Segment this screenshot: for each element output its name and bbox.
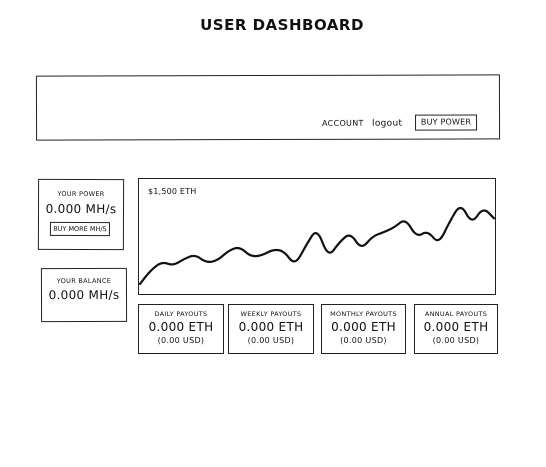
your-power-value: 0.000 MH/s (45, 201, 117, 217)
price-chart-plot (139, 206, 495, 285)
weekly-payouts-usd: (0.00 USD) (247, 336, 295, 345)
weekly-payouts-value: 0.000 ETH (238, 320, 304, 334)
weekly-payouts-card: Weekly Payouts 0.000 ETH (0.00 USD) (228, 304, 314, 354)
buy-more-button[interactable]: Buy more MH/s (49, 221, 110, 237)
price-chart: $1,500 ETH (138, 178, 496, 295)
annual-payouts-value: 0.000 ETH (423, 320, 489, 334)
monthly-payouts-card: Monthly Payouts 0.000 ETH (0.00 USD) (321, 304, 406, 354)
header-bar: Account logout Buy Power (35, 74, 501, 141)
your-balance-value: 0.000 MH/s (48, 287, 120, 303)
account-link[interactable]: Account (322, 118, 364, 128)
daily-payouts-label: Daily Payouts (154, 310, 208, 318)
daily-payouts-value: 0.000 ETH (148, 320, 214, 334)
your-power-label: Your Power (57, 189, 105, 199)
price-series-line (139, 206, 495, 285)
your-balance-card: Your Balance 0.000 MH/s (40, 267, 128, 323)
monthly-payouts-label: Monthly Payouts (330, 310, 397, 318)
annual-payouts-card: Annual Payouts 0.000 ETH (0.00 USD) (414, 304, 498, 354)
annual-payouts-usd: (0.00 USD) (432, 336, 480, 345)
chart-caption: $1,500 ETH (148, 187, 197, 196)
weekly-payouts-label: Weekly Payouts (240, 310, 302, 318)
monthly-payouts-value: 0.000 ETH (331, 320, 396, 334)
page-title: User Dashboard (200, 16, 364, 34)
monthly-payouts-usd: (0.00 USD) (340, 336, 387, 345)
annual-payouts-label: Annual Payouts (424, 310, 488, 318)
logout-link[interactable]: logout (372, 118, 403, 129)
your-balance-label: Your Balance (56, 276, 112, 286)
daily-payouts-card: Daily Payouts 0.000 ETH (0.00 USD) (138, 304, 224, 354)
buy-power-button[interactable]: Buy Power (415, 114, 478, 131)
your-power-card: Your Power 0.000 MH/s Buy more MH/s (37, 178, 125, 251)
daily-payouts-usd: (0.00 USD) (157, 336, 205, 345)
